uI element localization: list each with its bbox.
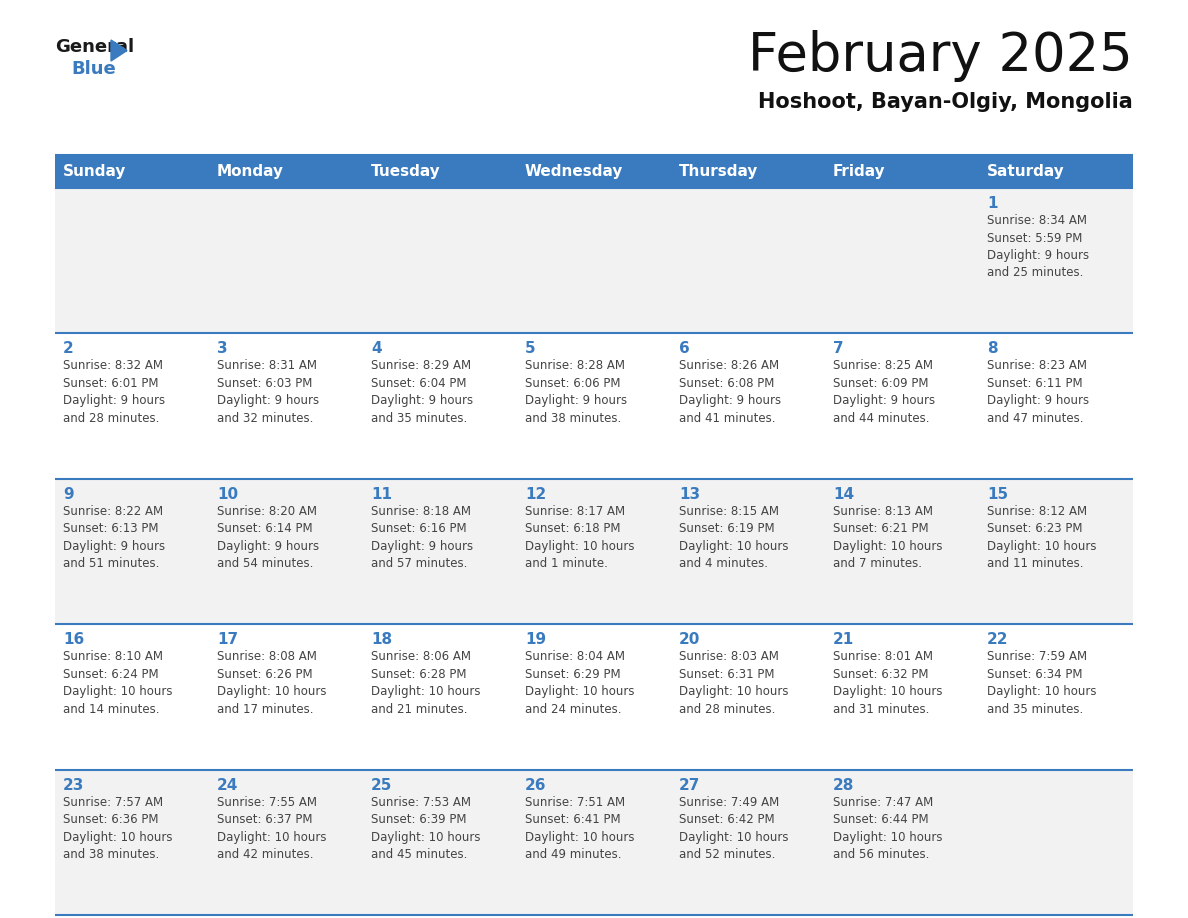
Bar	[55, 624, 1133, 769]
Text: Friday: Friday	[833, 164, 885, 179]
Text: Sunrise: 8:01 AM
Sunset: 6:32 PM
Daylight: 10 hours
and 31 minutes.: Sunrise: 8:01 AM Sunset: 6:32 PM Dayligh…	[833, 650, 942, 716]
Text: Sunrise: 7:47 AM
Sunset: 6:44 PM
Daylight: 10 hours
and 56 minutes.: Sunrise: 7:47 AM Sunset: 6:44 PM Dayligh…	[833, 796, 942, 861]
Text: 28: 28	[833, 778, 854, 792]
Text: Blue: Blue	[71, 60, 115, 78]
Text: Sunrise: 7:57 AM
Sunset: 6:36 PM
Daylight: 10 hours
and 38 minutes.: Sunrise: 7:57 AM Sunset: 6:36 PM Dayligh…	[63, 796, 172, 861]
Text: Sunrise: 8:03 AM
Sunset: 6:31 PM
Daylight: 10 hours
and 28 minutes.: Sunrise: 8:03 AM Sunset: 6:31 PM Dayligh…	[680, 650, 789, 716]
Text: 18: 18	[371, 633, 392, 647]
Text: 11: 11	[371, 487, 392, 502]
Text: 9: 9	[63, 487, 74, 502]
Text: 2: 2	[63, 341, 74, 356]
Text: 6: 6	[680, 341, 690, 356]
Text: Sunrise: 8:34 AM
Sunset: 5:59 PM
Daylight: 9 hours
and 25 minutes.: Sunrise: 8:34 AM Sunset: 5:59 PM Dayligh…	[987, 214, 1089, 279]
Bar	[55, 769, 1133, 915]
Polygon shape	[110, 40, 127, 61]
Text: 26: 26	[525, 778, 546, 792]
Text: Sunrise: 8:04 AM
Sunset: 6:29 PM
Daylight: 10 hours
and 24 minutes.: Sunrise: 8:04 AM Sunset: 6:29 PM Dayligh…	[525, 650, 634, 716]
Bar	[55, 479, 1133, 624]
Text: Sunrise: 8:15 AM
Sunset: 6:19 PM
Daylight: 10 hours
and 4 minutes.: Sunrise: 8:15 AM Sunset: 6:19 PM Dayligh…	[680, 505, 789, 570]
Text: 27: 27	[680, 778, 701, 792]
Text: 20: 20	[680, 633, 701, 647]
Text: 7: 7	[833, 341, 843, 356]
Text: Sunrise: 7:59 AM
Sunset: 6:34 PM
Daylight: 10 hours
and 35 minutes.: Sunrise: 7:59 AM Sunset: 6:34 PM Dayligh…	[987, 650, 1097, 716]
Text: Sunrise: 8:17 AM
Sunset: 6:18 PM
Daylight: 10 hours
and 1 minute.: Sunrise: 8:17 AM Sunset: 6:18 PM Dayligh…	[525, 505, 634, 570]
Text: Sunday: Sunday	[63, 164, 126, 179]
Text: Sunrise: 8:32 AM
Sunset: 6:01 PM
Daylight: 9 hours
and 28 minutes.: Sunrise: 8:32 AM Sunset: 6:01 PM Dayligh…	[63, 360, 165, 425]
Text: Sunrise: 8:26 AM
Sunset: 6:08 PM
Daylight: 9 hours
and 41 minutes.: Sunrise: 8:26 AM Sunset: 6:08 PM Dayligh…	[680, 360, 782, 425]
Text: 23: 23	[63, 778, 84, 792]
Text: 16: 16	[63, 633, 84, 647]
Text: Sunrise: 8:12 AM
Sunset: 6:23 PM
Daylight: 10 hours
and 11 minutes.: Sunrise: 8:12 AM Sunset: 6:23 PM Dayligh…	[987, 505, 1097, 570]
Text: Monday: Monday	[217, 164, 284, 179]
Text: 13: 13	[680, 487, 700, 502]
Text: Sunrise: 8:20 AM
Sunset: 6:14 PM
Daylight: 9 hours
and 54 minutes.: Sunrise: 8:20 AM Sunset: 6:14 PM Dayligh…	[217, 505, 320, 570]
Text: 19: 19	[525, 633, 546, 647]
Text: Sunrise: 8:28 AM
Sunset: 6:06 PM
Daylight: 9 hours
and 38 minutes.: Sunrise: 8:28 AM Sunset: 6:06 PM Dayligh…	[525, 360, 627, 425]
Text: Sunrise: 8:08 AM
Sunset: 6:26 PM
Daylight: 10 hours
and 17 minutes.: Sunrise: 8:08 AM Sunset: 6:26 PM Dayligh…	[217, 650, 327, 716]
Text: Sunrise: 8:06 AM
Sunset: 6:28 PM
Daylight: 10 hours
and 21 minutes.: Sunrise: 8:06 AM Sunset: 6:28 PM Dayligh…	[371, 650, 480, 716]
Text: 21: 21	[833, 633, 854, 647]
Text: Sunrise: 8:25 AM
Sunset: 6:09 PM
Daylight: 9 hours
and 44 minutes.: Sunrise: 8:25 AM Sunset: 6:09 PM Dayligh…	[833, 360, 935, 425]
Text: 12: 12	[525, 487, 546, 502]
Text: Sunrise: 7:51 AM
Sunset: 6:41 PM
Daylight: 10 hours
and 49 minutes.: Sunrise: 7:51 AM Sunset: 6:41 PM Dayligh…	[525, 796, 634, 861]
Text: Sunrise: 8:29 AM
Sunset: 6:04 PM
Daylight: 9 hours
and 35 minutes.: Sunrise: 8:29 AM Sunset: 6:04 PM Dayligh…	[371, 360, 473, 425]
Text: Hoshoot, Bayan-Olgiy, Mongolia: Hoshoot, Bayan-Olgiy, Mongolia	[758, 92, 1133, 112]
Text: Sunrise: 7:53 AM
Sunset: 6:39 PM
Daylight: 10 hours
and 45 minutes.: Sunrise: 7:53 AM Sunset: 6:39 PM Dayligh…	[371, 796, 480, 861]
Text: 1: 1	[987, 196, 998, 211]
Text: Tuesday: Tuesday	[371, 164, 441, 179]
Text: February 2025: February 2025	[748, 30, 1133, 82]
Text: 25: 25	[371, 778, 392, 792]
Text: Wednesday: Wednesday	[525, 164, 624, 179]
Bar	[55, 333, 1133, 479]
Bar	[55, 188, 1133, 333]
Text: Sunrise: 8:31 AM
Sunset: 6:03 PM
Daylight: 9 hours
and 32 minutes.: Sunrise: 8:31 AM Sunset: 6:03 PM Dayligh…	[217, 360, 320, 425]
Text: 14: 14	[833, 487, 854, 502]
Text: 22: 22	[987, 633, 1009, 647]
Text: 10: 10	[217, 487, 238, 502]
Text: Sunrise: 8:23 AM
Sunset: 6:11 PM
Daylight: 9 hours
and 47 minutes.: Sunrise: 8:23 AM Sunset: 6:11 PM Dayligh…	[987, 360, 1089, 425]
Text: 24: 24	[217, 778, 239, 792]
Text: Sunrise: 8:13 AM
Sunset: 6:21 PM
Daylight: 10 hours
and 7 minutes.: Sunrise: 8:13 AM Sunset: 6:21 PM Dayligh…	[833, 505, 942, 570]
Text: Sunrise: 8:10 AM
Sunset: 6:24 PM
Daylight: 10 hours
and 14 minutes.: Sunrise: 8:10 AM Sunset: 6:24 PM Dayligh…	[63, 650, 172, 716]
Text: General: General	[55, 38, 134, 56]
Text: Sunrise: 7:55 AM
Sunset: 6:37 PM
Daylight: 10 hours
and 42 minutes.: Sunrise: 7:55 AM Sunset: 6:37 PM Dayligh…	[217, 796, 327, 861]
Text: 17: 17	[217, 633, 238, 647]
Text: 15: 15	[987, 487, 1009, 502]
Text: 3: 3	[217, 341, 228, 356]
Bar	[55, 155, 1133, 188]
Text: Saturday: Saturday	[987, 164, 1064, 179]
Text: Sunrise: 7:49 AM
Sunset: 6:42 PM
Daylight: 10 hours
and 52 minutes.: Sunrise: 7:49 AM Sunset: 6:42 PM Dayligh…	[680, 796, 789, 861]
Text: Thursday: Thursday	[680, 164, 758, 179]
Text: Sunrise: 8:22 AM
Sunset: 6:13 PM
Daylight: 9 hours
and 51 minutes.: Sunrise: 8:22 AM Sunset: 6:13 PM Dayligh…	[63, 505, 165, 570]
Text: Sunrise: 8:18 AM
Sunset: 6:16 PM
Daylight: 9 hours
and 57 minutes.: Sunrise: 8:18 AM Sunset: 6:16 PM Dayligh…	[371, 505, 473, 570]
Text: 4: 4	[371, 341, 381, 356]
Text: 5: 5	[525, 341, 536, 356]
Text: 8: 8	[987, 341, 998, 356]
